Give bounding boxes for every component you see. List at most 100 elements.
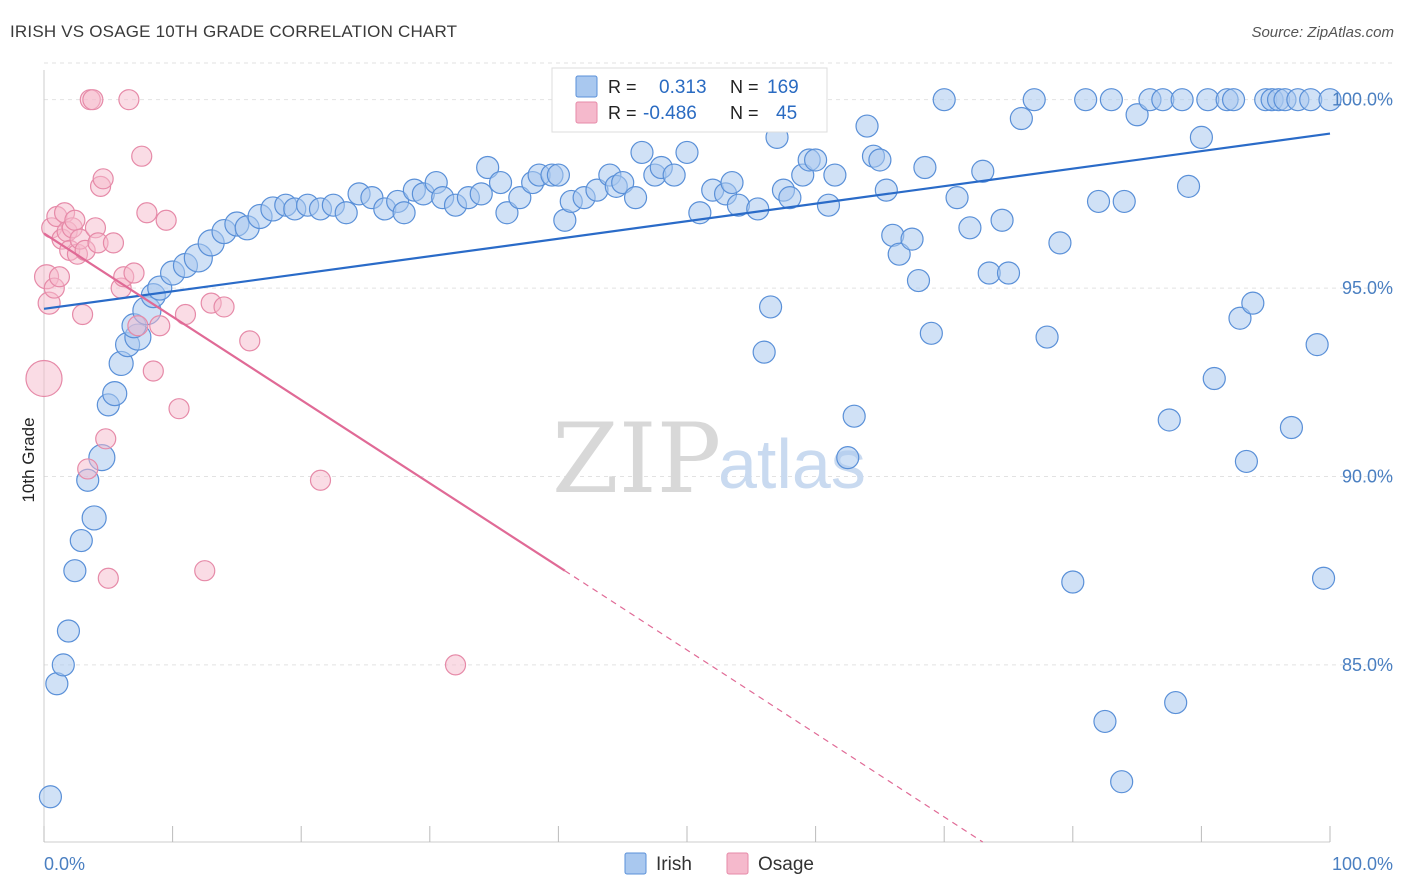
irish-point [469,182,493,206]
irish-point [81,505,107,531]
osage-point [82,89,104,111]
osage-point [123,262,145,284]
osage-n-label: N = [730,103,759,123]
osage-point [444,654,467,676]
irish-point [508,186,532,210]
irish-point [919,321,943,345]
irish-n-value: 169 [767,77,799,98]
irish-point [334,201,358,225]
axes [43,70,1331,843]
irish-point [1009,106,1033,131]
osage-point [213,296,235,318]
irish-point [720,170,744,195]
irish-point [887,242,911,266]
irish-point [495,201,519,225]
irish-point [816,193,841,217]
irish-point [675,140,699,165]
irish-point [392,201,416,225]
y-tick-label: 95.0% [1342,278,1393,298]
irish-point [1022,88,1046,112]
irish-point [996,261,1021,285]
osage-point [25,359,63,398]
irish-point [1241,291,1265,315]
osage-point [102,232,125,254]
legend-box [551,67,828,133]
irish-point [958,216,982,240]
irish-point [1099,88,1123,112]
irish-point [1234,449,1259,474]
irish-point [1074,88,1098,112]
irish-point [488,170,513,195]
osage-point [239,330,261,352]
osage-point [118,89,140,111]
irish-point [69,528,93,553]
irish-point [868,148,892,172]
osage-legend-label: Osage [758,854,814,875]
irish-point [1279,415,1304,440]
irish-point [63,559,87,583]
irish-point [1112,189,1136,214]
irish-r-value: 0.313 [659,77,707,98]
irish-point [971,159,995,183]
source-credit: Source: ZipAtlas.com [1251,24,1394,41]
osage-point [71,303,94,326]
irish-point [1048,231,1072,255]
osage-point [77,458,99,480]
irish-n-label: N = [730,77,759,97]
chart-title: IRISH VS OSAGE 10TH GRADE CORRELATION CH… [10,22,458,41]
irish-point [630,140,654,165]
irish-point [1110,770,1134,794]
osage-trend-extension [564,570,984,843]
irish-point [102,380,128,407]
y-tick-label: 90.0% [1342,466,1393,486]
irish-point [476,155,500,180]
irish-point [56,619,81,643]
irish-point [1305,333,1329,357]
osage-point [142,360,164,382]
irish-point [778,186,802,210]
irish-point [746,197,770,221]
osage-point [127,315,149,337]
correlation-legend: R = 0.313 N = 169 R = -0.486 N = 45 [551,67,828,133]
irish-point [855,114,879,138]
osage-bottom-swatch [726,852,749,875]
irish-point [623,186,648,210]
irish-r-label: R = [608,77,637,97]
irish-point [803,148,828,172]
osage-points [25,89,467,676]
irish-point [1318,88,1342,112]
irish-point [823,163,847,187]
irish-point [913,155,937,180]
y-axis-label: 10th Grade [19,417,38,502]
irish-point [906,268,931,293]
irish-point [662,163,686,187]
irish-point [546,163,571,187]
irish-point [1228,306,1252,330]
irish-trend-line [43,132,1331,310]
osage-point [194,560,216,582]
irish-point [836,446,860,470]
irish-points [38,88,1342,809]
irish-point [1189,125,1214,149]
irish-bottom-swatch [624,852,647,875]
osage-legend-swatch [575,101,598,124]
irish-point [1061,570,1085,594]
tick-labels: 100.0% 95.0% 90.0% 85.0% 0.0% 100.0% [44,90,1393,874]
osage-n-value: 45 [776,103,797,124]
x-tick-label: 0.0% [44,854,85,874]
irish-point [51,653,75,677]
y-tick-label: 100.0% [1332,90,1393,110]
irish-legend-swatch [575,75,598,98]
irish-point [1176,174,1201,198]
osage-r-label: R = [608,103,637,123]
irish-point [990,208,1014,232]
osage-point [155,209,177,231]
osage-point [131,145,153,167]
irish-point [38,785,63,809]
irish-point [1035,325,1059,349]
irish-point [1164,690,1188,715]
irish-point [1157,408,1181,432]
irish-point [1170,88,1194,112]
osage-point [48,266,71,288]
